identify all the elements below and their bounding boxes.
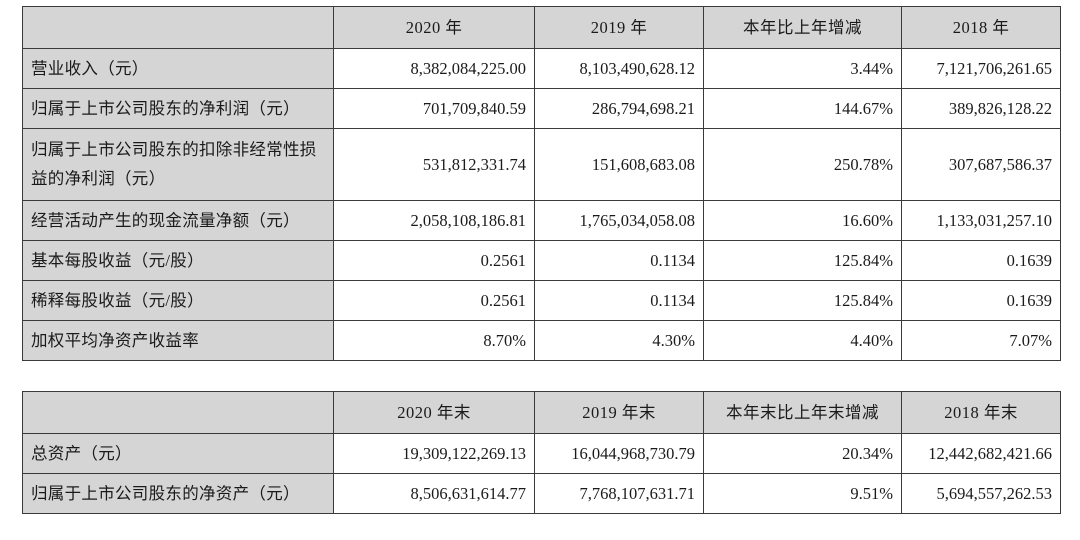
header-cell-metric <box>22 391 334 434</box>
table-row: 加权平均净资产收益率 8.70% 4.30% 4.40% 7.07% <box>22 320 1061 361</box>
table-row: 归属于上市公司股东的净利润（元） 701,709,840.59 286,794,… <box>22 88 1061 129</box>
cell-value: 20.34% <box>703 433 902 474</box>
cell-value: 0.2561 <box>333 280 535 321</box>
cell-value: 7,121,706,261.65 <box>901 48 1061 89</box>
row-label: 稀释每股收益（元/股） <box>22 280 334 321</box>
cell-value: 0.1134 <box>534 240 704 281</box>
cell-value: 389,826,128.22 <box>901 88 1061 129</box>
header-cell-yoy-change: 本年比上年增减 <box>703 6 902 49</box>
cell-value: 7,768,107,631.71 <box>534 473 704 514</box>
table-row: 基本每股收益（元/股） 0.2561 0.1134 125.84% 0.1639 <box>22 240 1061 281</box>
cell-value: 125.84% <box>703 280 902 321</box>
header-cell-yearend-change: 本年末比上年末增减 <box>703 391 902 434</box>
cell-value: 1,765,034,058.08 <box>534 200 704 241</box>
cell-value: 151,608,683.08 <box>534 128 704 201</box>
table-row: 营业收入（元） 8,382,084,225.00 8,103,490,628.1… <box>22 48 1061 89</box>
cell-value: 8,382,084,225.00 <box>333 48 535 89</box>
table-row: 归属于上市公司股东的净资产（元） 8,506,631,614.77 7,768,… <box>22 473 1061 514</box>
row-label: 总资产（元） <box>22 433 334 474</box>
year-end-metrics-table: 2020 年末 2019 年末 本年末比上年末增减 2018 年末 总资产（元）… <box>22 391 1061 514</box>
cell-value: 8.70% <box>333 320 535 361</box>
table-header-row: 2020 年末 2019 年末 本年末比上年末增减 2018 年末 <box>22 391 1061 434</box>
cell-value: 8,103,490,628.12 <box>534 48 704 89</box>
table-row: 总资产（元） 19,309,122,269.13 16,044,968,730.… <box>22 433 1061 474</box>
cell-value: 8,506,631,614.77 <box>333 473 535 514</box>
cell-value: 0.2561 <box>333 240 535 281</box>
cell-value: 5,694,557,262.53 <box>901 473 1061 514</box>
cell-value: 531,812,331.74 <box>333 128 535 201</box>
row-label: 加权平均净资产收益率 <box>22 320 334 361</box>
cell-value: 9.51% <box>703 473 902 514</box>
table-header-row: 2020 年 2019 年 本年比上年增减 2018 年 <box>22 6 1061 49</box>
cell-value: 144.67% <box>703 88 902 129</box>
header-cell-2020-yearend: 2020 年末 <box>333 391 535 434</box>
cell-value: 701,709,840.59 <box>333 88 535 129</box>
table-row: 经营活动产生的现金流量净额（元） 2,058,108,186.81 1,765,… <box>22 200 1061 241</box>
cell-value: 19,309,122,269.13 <box>333 433 535 474</box>
row-label: 归属于上市公司股东的净资产（元） <box>22 473 334 514</box>
cell-value: 7.07% <box>901 320 1061 361</box>
cell-value: 3.44% <box>703 48 902 89</box>
header-cell-metric <box>22 6 334 49</box>
cell-value: 0.1639 <box>901 280 1061 321</box>
cell-value: 125.84% <box>703 240 902 281</box>
cell-value: 2,058,108,186.81 <box>333 200 535 241</box>
table-row: 稀释每股收益（元/股） 0.2561 0.1134 125.84% 0.1639 <box>22 280 1061 321</box>
cell-value: 307,687,586.37 <box>901 128 1061 201</box>
cell-value: 12,442,682,421.66 <box>901 433 1061 474</box>
annual-metrics-table: 2020 年 2019 年 本年比上年增减 2018 年 营业收入（元） 8,3… <box>22 6 1061 361</box>
cell-value: 1,133,031,257.10 <box>901 200 1061 241</box>
cell-value: 0.1134 <box>534 280 704 321</box>
row-label: 营业收入（元） <box>22 48 334 89</box>
header-cell-2019-yearend: 2019 年末 <box>534 391 704 434</box>
row-label: 经营活动产生的现金流量净额（元） <box>22 200 334 241</box>
row-label: 归属于上市公司股东的扣除非经常性损益的净利润（元） <box>22 128 334 201</box>
row-label: 归属于上市公司股东的净利润（元） <box>22 88 334 129</box>
cell-value: 16,044,968,730.79 <box>534 433 704 474</box>
cell-value: 286,794,698.21 <box>534 88 704 129</box>
cell-value: 16.60% <box>703 200 902 241</box>
cell-value: 250.78% <box>703 128 902 201</box>
header-cell-2018: 2018 年 <box>901 6 1061 49</box>
header-cell-2020: 2020 年 <box>333 6 535 49</box>
header-cell-2018-yearend: 2018 年末 <box>901 391 1061 434</box>
header-cell-2019: 2019 年 <box>534 6 704 49</box>
table-row: 归属于上市公司股东的扣除非经常性损益的净利润（元） 531,812,331.74… <box>22 128 1061 201</box>
cell-value: 4.40% <box>703 320 902 361</box>
cell-value: 4.30% <box>534 320 704 361</box>
row-label: 基本每股收益（元/股） <box>22 240 334 281</box>
cell-value: 0.1639 <box>901 240 1061 281</box>
